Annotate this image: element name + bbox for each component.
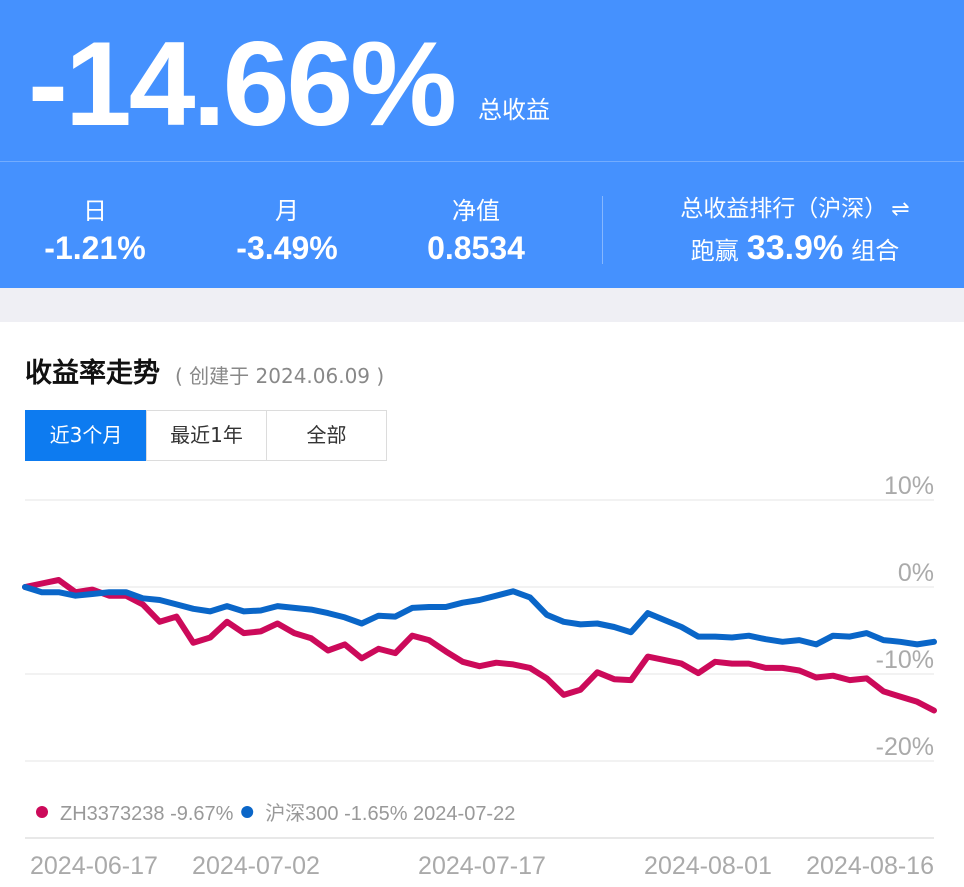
- swap-arrows-icon[interactable]: ⇌: [891, 197, 910, 222]
- range-tabs: 近3个月 最近1年 全部: [25, 410, 387, 461]
- x-tick-label: 2024-07-02: [192, 852, 320, 880]
- tab-1-year[interactable]: 最近1年: [146, 410, 267, 461]
- month-return-label: 月: [275, 197, 299, 225]
- y-tick-label: 10%: [884, 472, 934, 500]
- y-tick-label: 0%: [898, 559, 934, 587]
- nav-label: 净值: [452, 197, 500, 225]
- day-return-label: 日: [83, 197, 107, 225]
- x-tick-label: 2024-08-16: [806, 852, 934, 880]
- y-tick-label: -20%: [876, 733, 934, 761]
- month-return-value: -3.49%: [236, 230, 338, 266]
- legend-dot: [241, 806, 254, 818]
- index-series-line: [22, 584, 937, 648]
- total-return-label: 总收益: [478, 96, 550, 124]
- month-return-stat: 月 -3.49%: [227, 194, 347, 268]
- tab-3-months[interactable]: 近3个月: [25, 410, 147, 461]
- ranking-title: 总收益排行（沪深）: [680, 196, 888, 222]
- created-date: ( 创建于 2024.06.09 ): [175, 364, 385, 388]
- stats-divider: [602, 196, 603, 264]
- x-tick-label: 2024-06-17: [30, 852, 158, 880]
- header-divider: [0, 161, 964, 162]
- legend-dot: [36, 806, 48, 818]
- return-chart: 10% 0% -10% -20% ZH3373238 -9.67% 沪深300 -1.65…: [22, 472, 937, 880]
- summary-header: -14.66% 总收益 日 -1.21% 月 -3.49% 净值 0.8534 …: [0, 0, 964, 288]
- ranking-percent: 33.9%: [746, 229, 844, 267]
- section-title: 收益率走势: [25, 358, 160, 389]
- total-return-value: -14.66%: [28, 17, 457, 151]
- x-tick-label: 2024-08-01: [644, 852, 772, 880]
- ranking-suffix: 组合: [851, 237, 900, 265]
- ranking-prefix: 跑赢: [690, 237, 739, 265]
- ranking-panel[interactable]: 总收益排行（沪深） ⇌ 跑赢 33.9% 组合: [630, 192, 960, 268]
- x-tick-label: 2024-07-17: [418, 852, 546, 880]
- day-return-value: -1.21%: [44, 230, 146, 266]
- day-return-stat: 日 -1.21%: [35, 194, 155, 268]
- nav-stat: 净值 0.8534: [410, 194, 542, 268]
- tab-all[interactable]: 全部: [266, 410, 387, 461]
- portfolio-series-line: [22, 577, 937, 714]
- nav-value: 0.8534: [427, 230, 525, 266]
- legend-label: ZH3373238 -9.67%: [60, 803, 234, 825]
- y-tick-label: -10%: [876, 646, 934, 674]
- legend-label: 沪深300 -1.65% 2024-07-22: [265, 802, 515, 825]
